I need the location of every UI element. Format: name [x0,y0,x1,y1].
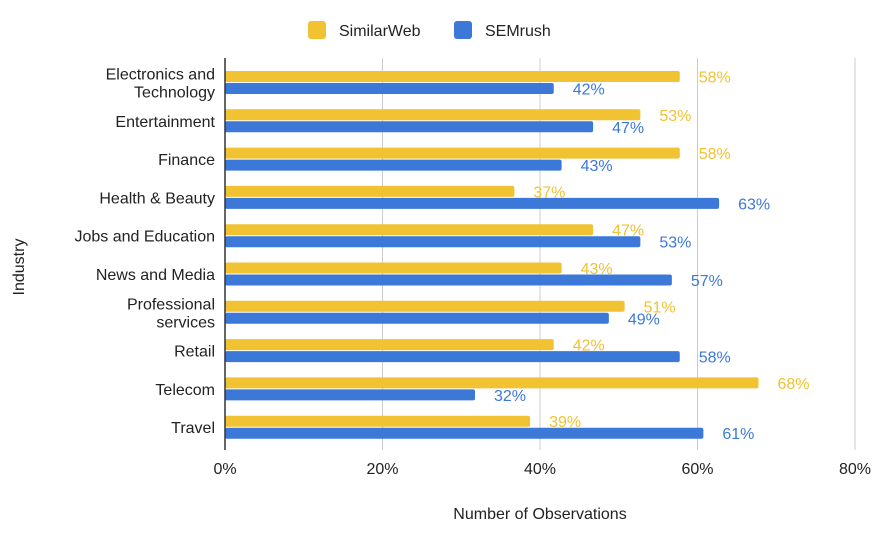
x-tick-label: 20% [366,461,398,478]
bar-similarweb [225,377,759,389]
category-label-line: Finance [158,152,215,169]
data-label-semrush: 32% [494,388,526,405]
data-label-similarweb: 39% [549,414,581,431]
data-label-semrush: 49% [628,311,660,328]
bar-similarweb [225,300,625,312]
legend-label-semrush: SEMrush [485,23,551,40]
legend-swatch-semrush [454,21,472,39]
data-label-semrush: 53% [659,235,691,252]
category-label-line: Retail [174,344,215,361]
x-axis-title: Number of Observations [453,506,626,523]
data-label-similarweb: 51% [644,299,676,316]
bar-semrush [225,159,562,171]
bar-similarweb [225,415,531,427]
bar-semrush [225,351,680,363]
data-label-similarweb: 42% [573,338,605,355]
data-label-semrush: 57% [691,273,723,290]
data-label-similarweb: 43% [581,261,613,278]
category-label-line: Entertainment [115,114,215,131]
data-label-similarweb: 53% [659,108,691,125]
bar-similarweb [225,109,641,121]
category-label: News and Media [96,267,215,284]
labels: 58%42%53%47%58%43%37%63%47%53%43%57%51%4… [494,70,810,444]
bar-similarweb [225,185,515,197]
data-label-semrush: 58% [699,350,731,367]
data-label-semrush: 43% [581,158,613,175]
bar-semrush [225,197,720,209]
bar-semrush [225,389,475,401]
category-label: Telecom [155,382,215,399]
category-label-line: Travel [171,420,215,437]
bar-semrush [225,121,594,133]
bar-semrush [225,427,704,439]
category-label-line: Electronics and [106,67,215,84]
x-tick-label: 80% [839,461,871,478]
axes: 0% 20% 40% 60% 80%Electronics and TechnologyE… [11,58,871,523]
data-label-semrush: 61% [722,426,754,443]
bar-similarweb [225,339,554,351]
category-label-line: Telecom [155,382,215,399]
y-axis-title: Industry [11,239,28,296]
category-label: Professional services [127,296,215,331]
category-label: Travel [171,420,215,437]
category-label: Finance [158,152,215,169]
category-label: Jobs and Education [74,229,215,246]
bar-semrush [225,274,672,286]
category-label-line: Technology [134,85,215,102]
bar-similarweb [225,262,562,274]
data-label-similarweb: 47% [612,223,644,240]
category-label-line: services [156,314,215,331]
bar-semrush [225,312,609,324]
x-tick-label: 0% [213,461,236,478]
data-label-similarweb: 37% [533,184,565,201]
x-tick-label: 40% [524,461,556,478]
category-label: Health & Beauty [99,190,215,207]
bar-similarweb [225,224,594,236]
legend: SimilarWeb SEMrush [308,21,551,40]
data-label-similarweb: 68% [778,376,810,393]
category-label-line: Professional [127,296,215,313]
category-label: Entertainment [115,114,215,131]
category-label: Electronics and Technology [106,67,215,102]
data-label-semrush: 63% [738,196,770,213]
data-label-similarweb: 58% [699,146,731,163]
bar-similarweb [225,147,680,159]
category-label: Retail [174,344,215,361]
bars [225,71,759,439]
data-label-similarweb: 58% [699,70,731,87]
legend-label-similarweb: SimilarWeb [339,23,421,40]
x-tick-label: 60% [681,461,713,478]
bar-similarweb [225,71,680,82]
bar-semrush [225,83,554,94]
data-label-semrush: 47% [612,120,644,137]
category-label-line: Health & Beauty [99,190,215,207]
category-label-line: News and Media [96,267,215,284]
data-label-semrush: 42% [573,82,605,99]
bar-semrush [225,236,641,248]
legend-swatch-similarweb [308,21,326,39]
category-label-line: Jobs and Education [74,229,215,246]
